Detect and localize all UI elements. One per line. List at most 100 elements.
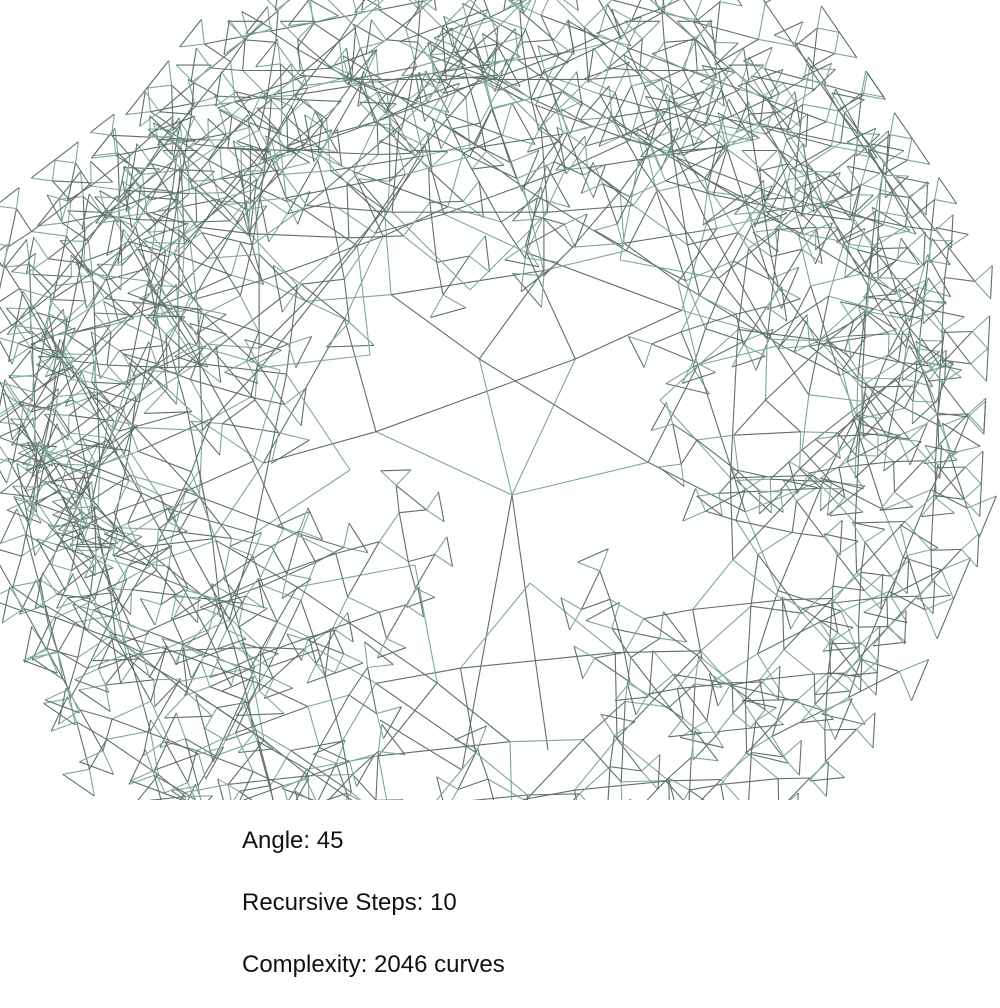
- fractal-segment: [278, 131, 287, 198]
- fractal-segment: [36, 538, 52, 566]
- fractal-segment: [888, 590, 926, 611]
- fractal-segment: [683, 0, 698, 21]
- fractal-segment: [609, 599, 625, 653]
- fractal-segment: [240, 242, 265, 285]
- fractal-segment: [31, 331, 35, 377]
- fractal-segment: [677, 228, 718, 283]
- fractal-segment: [974, 281, 992, 300]
- fractal-segment: [437, 45, 456, 84]
- fractal-segment: [6, 307, 32, 310]
- fractal-segment: [47, 432, 72, 449]
- fractal-segment: [94, 554, 129, 566]
- fractal-segment: [274, 0, 278, 11]
- fractal-segment: [353, 120, 378, 172]
- fractal-segment: [782, 597, 833, 601]
- fractal-segment: [960, 549, 978, 568]
- fractal-segment: [138, 450, 192, 473]
- fractal-segment: [132, 302, 158, 305]
- fractal-segment: [348, 761, 358, 787]
- fractal-segment: [702, 195, 742, 226]
- fractal-segment: [269, 750, 292, 786]
- fractal-segment: [284, 387, 307, 405]
- fractal-segment: [366, 0, 382, 8]
- fractal-segment: [97, 638, 113, 670]
- fractal-segment: [348, 694, 377, 715]
- fractal-segment: [96, 391, 101, 466]
- fractal-segment: [858, 131, 878, 159]
- fractal-segment: [104, 657, 128, 686]
- fractal-segment: [0, 243, 8, 251]
- fractal-segment: [35, 447, 70, 459]
- fractal-segment: [237, 732, 255, 753]
- fractal-segment: [158, 774, 186, 797]
- fractal-segment: [691, 756, 719, 762]
- fractal-segment: [278, 170, 331, 176]
- fractal-segment: [848, 671, 900, 698]
- fractal-segment: [70, 402, 111, 434]
- fractal-segment: [144, 91, 161, 113]
- fractal-segment: [894, 378, 914, 402]
- fractal-segment: [160, 589, 185, 605]
- fractal-segment: [759, 649, 785, 681]
- fractal-segment: [774, 207, 796, 230]
- fractal-segment: [621, 780, 666, 783]
- fractal-segment: [669, 129, 682, 153]
- fractal-segment: [782, 479, 797, 502]
- fractal-segment: [437, 491, 445, 522]
- fractal-segment: [941, 330, 973, 333]
- fractal-segment: [822, 697, 853, 712]
- fractal-segment: [163, 781, 188, 794]
- fractal-segment: [129, 136, 151, 157]
- fractal-segment: [71, 366, 127, 385]
- fractal-segment: [208, 138, 230, 141]
- fractal-segment: [500, 221, 526, 259]
- fractal-segment: [844, 656, 863, 674]
- fractal-segment: [141, 173, 148, 214]
- fractal-segment: [628, 335, 652, 345]
- fractal-segment: [70, 432, 106, 439]
- fractal-segment: [0, 458, 13, 464]
- fractal-segment: [517, 50, 575, 61]
- fractal-segment: [258, 648, 305, 692]
- fractal-segment: [15, 187, 20, 209]
- fractal-segment: [170, 594, 177, 620]
- fractal-segment: [320, 128, 338, 150]
- fractal-segment: [59, 353, 72, 378]
- fractal-segment: [306, 755, 379, 770]
- fractal-segment: [86, 386, 125, 455]
- fractal-segment: [822, 206, 852, 216]
- fractal-segment: [332, 80, 364, 134]
- fractal-segment: [171, 785, 199, 792]
- fractal-segment: [906, 560, 910, 594]
- fractal-segment: [27, 441, 48, 449]
- fractal-segment: [859, 657, 863, 691]
- fractal-segment: [344, 318, 377, 432]
- fractal-segment: [76, 319, 119, 333]
- fractal-segment: [151, 163, 176, 203]
- fractal-segment: [814, 227, 817, 250]
- fractal-segment: [67, 415, 70, 441]
- fractal-segment: [12, 587, 24, 612]
- fractal-segment: [798, 740, 802, 776]
- fractal-segment: [766, 93, 780, 129]
- fractal-segment: [846, 127, 877, 143]
- fractal-segment: [56, 598, 83, 609]
- fractal-segment: [73, 331, 112, 362]
- fractal-segment: [54, 159, 76, 164]
- fractal-segment: [304, 99, 323, 120]
- fractal-segment: [865, 361, 899, 384]
- fractal-segment: [130, 780, 166, 795]
- fractal-segment: [275, 41, 301, 76]
- fractal-segment: [825, 202, 884, 226]
- fractal-segment: [112, 531, 119, 556]
- fractal-segment: [118, 350, 168, 390]
- fractal-segment: [696, 439, 739, 473]
- fractal-segment: [775, 226, 817, 230]
- fractal-segment: [218, 657, 239, 668]
- fractal-segment: [594, 657, 631, 683]
- fractal-segment: [113, 420, 139, 427]
- fractal-segment: [261, 646, 305, 650]
- fractal-segment: [69, 438, 111, 459]
- fractal-segment: [146, 213, 191, 244]
- fractal-segment: [581, 570, 601, 610]
